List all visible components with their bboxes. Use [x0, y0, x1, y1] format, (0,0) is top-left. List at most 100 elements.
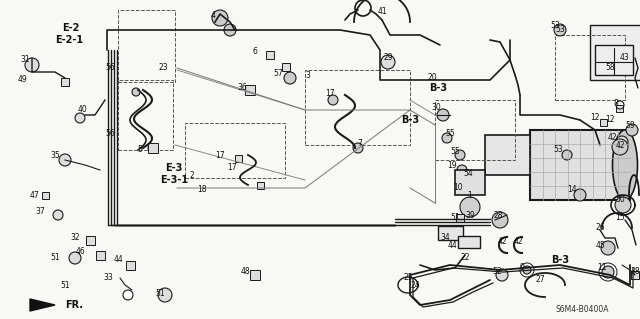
- Bar: [590, 25, 640, 80]
- Text: 12: 12: [605, 115, 615, 124]
- Text: 53: 53: [555, 26, 565, 34]
- Text: 14: 14: [567, 186, 577, 195]
- Bar: [148, 143, 158, 153]
- Text: 17: 17: [325, 88, 335, 98]
- Text: 42: 42: [615, 140, 625, 150]
- Circle shape: [328, 95, 338, 105]
- Text: 53: 53: [553, 145, 563, 154]
- Circle shape: [381, 55, 395, 69]
- Text: 44: 44: [113, 256, 123, 264]
- Bar: [530, 130, 630, 200]
- Text: E-3: E-3: [165, 163, 182, 173]
- Circle shape: [601, 241, 615, 255]
- Text: 56: 56: [105, 129, 115, 137]
- Bar: [305, 70, 410, 145]
- Circle shape: [602, 266, 614, 278]
- Text: 1: 1: [468, 190, 472, 199]
- Text: 11: 11: [597, 263, 607, 272]
- Circle shape: [496, 269, 508, 281]
- Text: 51: 51: [155, 288, 165, 298]
- Text: 6: 6: [253, 48, 257, 56]
- Circle shape: [53, 210, 63, 220]
- Text: FR.: FR.: [65, 300, 83, 310]
- Circle shape: [123, 290, 133, 300]
- Text: 31: 31: [20, 56, 30, 64]
- Text: 49: 49: [17, 76, 27, 85]
- Bar: [455, 170, 485, 195]
- Circle shape: [284, 72, 296, 84]
- Circle shape: [460, 197, 480, 217]
- Text: 43: 43: [620, 53, 630, 62]
- Text: 30: 30: [431, 103, 441, 113]
- Circle shape: [442, 133, 452, 143]
- Text: 35: 35: [50, 151, 60, 160]
- Circle shape: [470, 173, 480, 183]
- Text: 19: 19: [447, 160, 457, 169]
- Text: 51: 51: [50, 254, 60, 263]
- Bar: [631, 271, 639, 279]
- Text: E-2: E-2: [62, 23, 79, 33]
- Text: B-3: B-3: [551, 255, 569, 265]
- Text: 22: 22: [460, 254, 470, 263]
- Text: 42: 42: [497, 238, 507, 247]
- Circle shape: [148, 144, 156, 152]
- Text: 40: 40: [78, 106, 88, 115]
- Circle shape: [492, 212, 508, 228]
- Bar: [257, 182, 264, 189]
- Text: 15: 15: [615, 213, 625, 222]
- Bar: [435, 100, 515, 160]
- Text: 39: 39: [465, 211, 475, 219]
- Bar: [282, 63, 290, 71]
- Text: 26: 26: [595, 224, 605, 233]
- Bar: [600, 118, 607, 125]
- Text: 29: 29: [383, 54, 393, 63]
- Circle shape: [562, 150, 572, 160]
- Text: 24: 24: [410, 280, 420, 290]
- Bar: [185, 123, 285, 178]
- Text: 47: 47: [30, 190, 40, 199]
- Circle shape: [212, 10, 228, 26]
- Text: 44: 44: [448, 241, 458, 249]
- Text: 56: 56: [105, 63, 115, 72]
- Text: 3: 3: [305, 70, 310, 79]
- Text: 41: 41: [377, 8, 387, 17]
- Text: 17: 17: [227, 164, 237, 173]
- Bar: [250, 270, 260, 280]
- Bar: [458, 236, 480, 248]
- Text: 7: 7: [358, 138, 362, 147]
- Bar: [86, 235, 95, 244]
- Text: S6M4-B0400A: S6M4-B0400A: [555, 306, 609, 315]
- Text: 27: 27: [535, 276, 545, 285]
- Text: 55: 55: [445, 129, 455, 137]
- Text: 20: 20: [427, 73, 437, 83]
- Text: E-3-1: E-3-1: [160, 175, 188, 185]
- Text: 57: 57: [273, 69, 283, 78]
- Bar: [555, 35, 625, 100]
- Text: 2: 2: [189, 170, 195, 180]
- Bar: [42, 191, 49, 198]
- Bar: [245, 85, 255, 95]
- Text: 42: 42: [513, 238, 523, 247]
- Bar: [118, 10, 175, 82]
- Text: 53: 53: [550, 20, 560, 29]
- Circle shape: [523, 266, 531, 274]
- Text: 33: 33: [103, 273, 113, 283]
- Text: 12: 12: [590, 114, 600, 122]
- Text: 34: 34: [440, 233, 450, 241]
- Circle shape: [59, 154, 71, 166]
- Circle shape: [158, 288, 172, 302]
- Circle shape: [75, 113, 85, 123]
- Text: 38: 38: [630, 268, 640, 277]
- Bar: [595, 45, 633, 75]
- Text: 28: 28: [493, 211, 503, 219]
- Text: 32: 32: [70, 233, 80, 241]
- Text: 59: 59: [625, 121, 635, 130]
- Ellipse shape: [612, 130, 637, 200]
- Bar: [125, 261, 134, 270]
- Text: 9: 9: [520, 263, 524, 271]
- Bar: [118, 80, 173, 150]
- Circle shape: [457, 165, 467, 175]
- Text: 5: 5: [138, 145, 143, 154]
- Text: E-2-1: E-2-1: [55, 35, 83, 45]
- Circle shape: [455, 150, 465, 160]
